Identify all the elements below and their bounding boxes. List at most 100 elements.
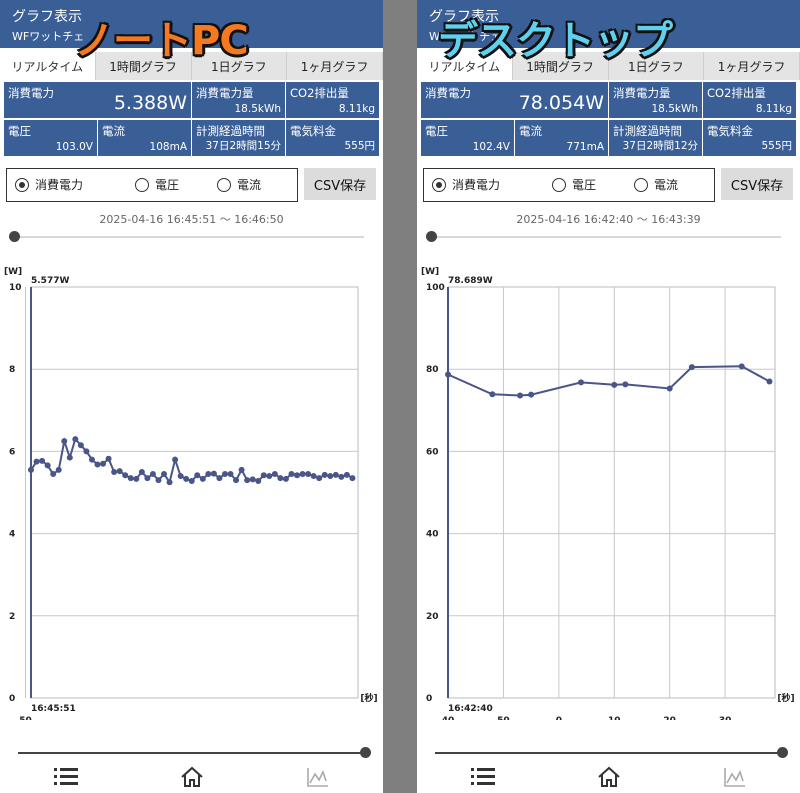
plot-frame [30,286,359,699]
time-slider-top[interactable] [9,231,364,242]
data-point [155,477,162,484]
data-point [517,392,524,399]
energy-value: 18.5kWh [651,103,699,115]
tab-realtime[interactable]: リアルタイム [417,52,513,80]
csv-save-button[interactable]: CSV保存 [721,168,793,200]
app-subtitle: WFワットチェ [429,30,502,43]
data-point [50,471,57,478]
data-point [183,475,190,482]
data-point [133,475,140,482]
power-value: 78.054W [518,92,604,114]
data-point [61,438,68,445]
time-slider-bottom[interactable] [435,747,788,758]
data-point [161,471,168,478]
data-point [282,475,289,482]
slider-knob[interactable] [426,231,437,242]
overlay-title-desktop: デスクトップ [438,18,673,64]
radio-voltage-label: 電圧 [572,178,597,192]
data-point [338,473,345,480]
start-time-label: 16:42:40 [448,704,493,714]
app-subtitle: WFワットチェ [12,30,85,43]
notebook-pc-screen: グラフ表示 WFワットチェ リアルタイム 1時間グラフ 1日グラフ 1ヶ月グラフ… [0,0,383,793]
data-point [105,455,112,462]
energy-label: 消費電力量 [613,86,671,100]
data-point [266,473,273,480]
data-point [116,468,123,475]
desktop-pc-screen: グラフ表示 WFワットチェ リアルタイム 1時間グラフ 1日グラフ 1ヶ月グラフ… [417,0,800,793]
home-icon[interactable] [597,766,621,788]
data-point [666,385,673,392]
radio-current[interactable]: 電流 [217,176,261,193]
tab-1hour[interactable]: 1時間グラフ [512,52,609,80]
y-tick-label: 4 [9,530,15,540]
data-point [622,381,629,388]
graph-icon[interactable] [723,766,747,788]
graph-icon[interactable] [306,766,330,788]
data-point [244,477,251,484]
radio-voltage[interactable]: 電圧 [552,176,596,193]
data-point [177,473,184,480]
slider-knob[interactable] [360,747,371,758]
fee-value: 555円 [344,140,375,152]
time-slider-top[interactable] [426,231,781,242]
time-slider-bottom[interactable] [18,747,371,758]
tab-1day[interactable]: 1日グラフ [191,52,288,80]
home-icon[interactable] [180,766,204,788]
y-tick-label: 2 [9,612,15,622]
power-cell: 消費電力 78.054W [421,82,608,118]
data-point [321,471,328,478]
y-tick-label: 6 [9,447,15,457]
co2-value: 8.11kg [755,103,792,115]
data-point [277,475,284,482]
radio-voltage[interactable]: 電圧 [135,176,179,193]
data-point [199,475,206,482]
y-tick-label: 60 [426,447,439,457]
data-point [249,476,256,483]
time-range: 2025-04-16 16:42:40 〜 16:43:39 [516,213,701,226]
current-value-label: 5.577W [31,276,69,286]
data-point [305,471,312,478]
x-tick-label: 40 [442,716,455,720]
voltage-label: 電圧 [8,124,31,138]
radio-power-label: 消費電力 [452,178,501,192]
slider-knob[interactable] [777,747,788,758]
data-point [221,471,228,478]
tab-1hour[interactable]: 1時間グラフ [95,52,192,80]
co2-label: CO2排出量 [707,86,766,100]
tab-1month[interactable]: 1ヶ月グラフ [704,52,800,80]
data-point [310,473,317,480]
app-title: グラフ表示 [12,9,82,25]
y-tick-label: 0 [9,694,15,704]
csv-save-button[interactable]: CSV保存 [304,168,376,200]
data-point [188,477,195,484]
x-tick-label: 10 [608,716,621,720]
tab-realtime[interactable]: リアルタイム [0,52,96,80]
radio-current[interactable]: 電流 [634,176,678,193]
list-icon[interactable] [54,766,78,788]
radio-power[interactable]: 消費電力 [432,176,500,193]
data-point [210,470,217,477]
x-tick-label: 0 [556,716,562,720]
start-time-label: 16:45:51 [31,704,76,714]
slider-knob[interactable] [9,231,20,242]
data-point [28,466,34,473]
radio-checked-icon [432,177,446,192]
data-point [299,471,306,478]
tab-1month[interactable]: 1ヶ月グラフ [287,52,383,80]
radio-power[interactable]: 消費電力 [15,176,83,193]
data-point [77,442,84,449]
radio-unchecked-icon [135,177,149,192]
radio-current-label: 電流 [654,178,679,192]
bottom-nav [417,762,800,793]
current-label: 電流 [519,124,542,138]
data-point [327,473,334,480]
data-point [227,471,234,478]
tab-1day[interactable]: 1日グラフ [608,52,705,80]
data-point [738,363,745,370]
data-point [688,364,695,371]
current-value: 771mA [566,141,604,153]
data-point [66,454,73,461]
x-tick-label: 50 [497,716,510,720]
current-value: 108mA [149,141,187,153]
list-icon[interactable] [471,766,495,788]
